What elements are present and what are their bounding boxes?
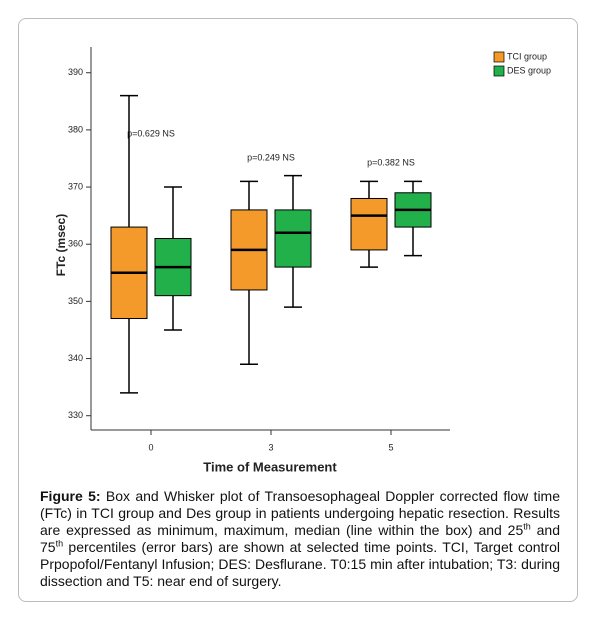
caption-label: Figure 5: — [40, 488, 101, 504]
y-tick-label: 340 — [68, 353, 83, 363]
superscript: th — [55, 538, 64, 549]
y-tick-label: 350 — [68, 296, 83, 306]
y-tick-label: 330 — [68, 410, 83, 420]
caption: Figure 5: Box and Whisker plot of Transo… — [40, 488, 560, 590]
superscript: th — [523, 521, 531, 532]
caption-text: percentiles (error bars) are shown at se… — [40, 539, 560, 589]
y-axis-label: FTc (msec) — [54, 214, 68, 276]
annotation: p=0.629 NS — [127, 128, 175, 138]
box — [274, 209, 312, 268]
figure-frame — [18, 18, 578, 602]
x-tick-label: 5 — [388, 442, 393, 452]
annotation: p=0.249 NS — [247, 152, 295, 162]
legend-label: DES group — [507, 65, 551, 75]
y-tick-label: 360 — [68, 239, 83, 249]
annotation: p=0.382 NS — [367, 157, 415, 167]
legend-swatch — [493, 51, 505, 63]
x-axis-label: Time of Measurement — [203, 459, 337, 474]
chart: FTc (msec) Time of Measurement 330340350… — [54, 47, 551, 474]
x-tick-label: 3 — [268, 442, 273, 452]
y-tick-label: 390 — [68, 67, 83, 77]
y-tick-label: 380 — [68, 124, 83, 134]
legend-swatch — [493, 65, 505, 77]
y-tick-label: 370 — [68, 181, 83, 191]
box — [350, 197, 388, 251]
legend-label: TCI group — [507, 51, 547, 61]
x-tick-label: 0 — [148, 442, 153, 452]
caption-text: and 75 — [40, 522, 560, 555]
caption-text: Box and Whisker plot of Transoesophageal… — [40, 488, 561, 538]
